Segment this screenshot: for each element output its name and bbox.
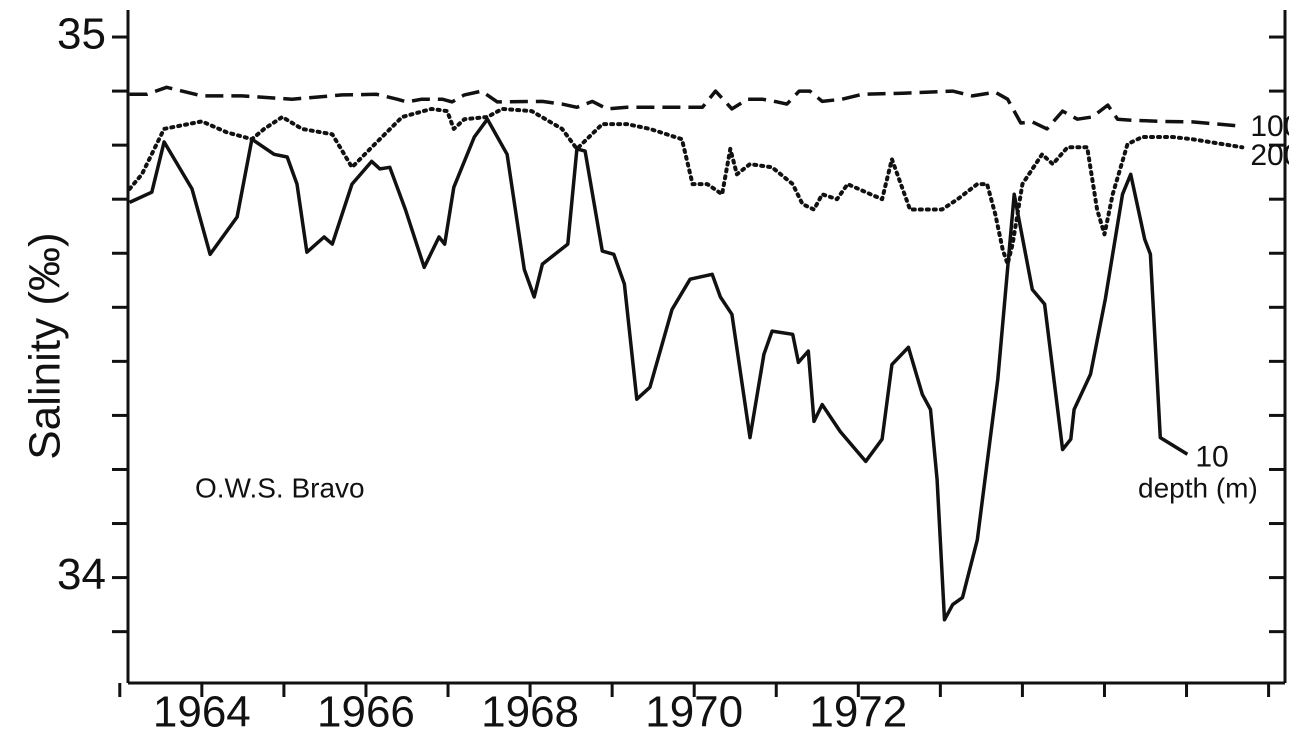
x-tick-label: 1968: [481, 688, 579, 732]
y-axis-label: Salinity (‰): [21, 232, 70, 459]
series-line: [129, 85, 1243, 131]
annotation: depth (m): [1138, 472, 1258, 503]
series-line: [127, 106, 1245, 267]
x-tick-label: 1972: [809, 688, 907, 732]
series-label: 10: [1195, 440, 1228, 473]
y-tick-label: 35: [57, 10, 106, 59]
y-tick-label: 34: [57, 550, 106, 599]
series-label: 200: [1250, 139, 1289, 172]
x-tick-label: 1970: [645, 688, 743, 732]
x-tick-label: 1966: [317, 688, 415, 732]
annotation: O.W.S. Bravo: [195, 472, 365, 503]
series-line: [128, 117, 1189, 622]
x-tick-label: 1964: [153, 688, 251, 732]
series-label: 1000: [1250, 110, 1289, 143]
